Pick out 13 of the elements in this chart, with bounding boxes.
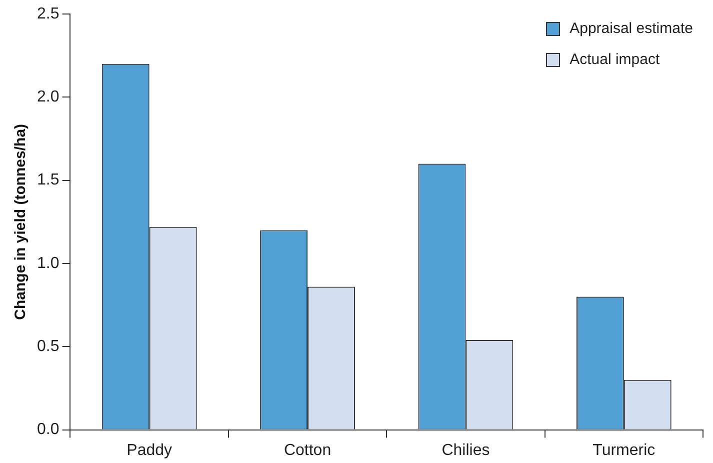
legend-label: Actual impact bbox=[570, 51, 660, 68]
x-tick-label: Paddy bbox=[126, 442, 172, 459]
y-tick-label: 0.5 bbox=[36, 338, 60, 356]
legend-label: Appraisal estimate bbox=[570, 20, 693, 37]
y-tick-label: 2.5 bbox=[36, 5, 60, 22]
y-tick-label: 2.0 bbox=[36, 88, 60, 106]
x-tick-label: Turmeric bbox=[592, 442, 656, 459]
y-axis-title: Change in yield (tonnes/ha) bbox=[12, 124, 30, 320]
y-tick-label: 1.5 bbox=[36, 172, 60, 189]
x-tick-label: Chilies bbox=[442, 442, 490, 459]
y-tick-label: 1.0 bbox=[36, 254, 60, 272]
y-tick-label: 0.0 bbox=[36, 421, 60, 438]
x-tick-label: Cotton bbox=[284, 442, 332, 459]
